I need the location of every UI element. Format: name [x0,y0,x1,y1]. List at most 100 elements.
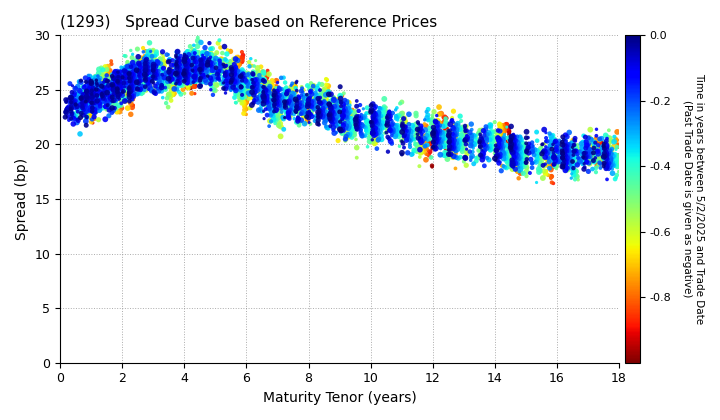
Point [117,64,128,71]
Point [128,76,140,82]
Point [570,144,581,151]
Point [136,85,148,92]
Point [89,98,101,105]
Point [72,99,84,105]
Point [372,129,384,135]
Point [445,148,456,155]
Point [99,84,111,91]
Point [204,58,216,65]
Point [160,87,171,93]
Point [563,158,575,165]
Point [412,126,423,132]
Point [367,115,379,122]
Point [608,163,620,169]
Point [120,79,132,86]
Point [157,56,168,63]
Point [299,102,310,109]
Point [491,133,503,139]
Point [387,126,399,133]
Point [405,135,417,142]
Point [83,105,94,111]
Point [336,126,347,132]
Point [112,78,123,85]
Point [434,139,446,145]
Point [117,97,128,104]
Point [60,114,71,121]
Point [242,71,253,78]
Point [552,155,563,162]
Point [81,108,92,115]
Point [346,122,357,129]
Point [337,128,348,135]
Point [586,156,598,163]
Point [236,77,248,84]
Point [423,135,434,142]
Point [126,71,138,77]
Point [461,140,472,147]
Point [346,129,358,135]
Point [154,80,166,87]
Point [562,142,574,148]
Point [335,113,346,120]
Point [120,68,132,74]
Point [324,112,336,118]
Point [207,60,218,67]
Point [482,155,493,161]
Point [448,146,459,153]
Point [176,64,188,71]
Point [360,127,372,134]
Point [485,144,496,151]
Point [127,65,139,71]
Point [186,62,197,69]
Point [106,60,117,67]
Point [122,76,134,83]
Point [233,62,244,68]
Point [579,155,590,161]
Point [423,132,434,139]
Point [432,117,444,124]
Point [89,91,101,97]
Point [160,77,171,84]
Point [294,108,306,114]
Point [339,97,351,103]
Point [536,158,547,165]
Point [503,134,514,141]
Point [94,80,105,87]
Point [85,95,96,102]
Point [300,99,312,105]
Point [139,80,150,87]
Point [593,150,604,157]
Point [85,88,96,95]
Point [104,95,115,102]
Point [440,134,451,140]
Point [74,131,86,137]
Point [343,132,355,139]
Point [94,91,105,98]
Point [397,114,408,121]
Point [266,100,278,107]
Point [86,108,97,115]
Point [115,74,127,81]
Point [179,78,190,85]
Point [236,100,248,107]
Point [225,64,237,71]
Point [383,110,395,117]
Point [89,94,100,101]
Point [86,86,98,93]
Point [135,74,147,81]
Point [127,102,139,109]
Point [84,95,95,102]
Point [239,79,251,86]
Point [233,88,245,95]
Point [570,155,581,162]
Point [85,93,96,100]
Point [352,126,364,132]
Point [379,108,390,114]
Point [367,129,379,136]
Point [516,150,527,156]
Point [171,61,182,68]
Point [335,95,346,102]
Point [172,55,184,61]
Point [148,69,159,76]
Point [377,125,389,131]
